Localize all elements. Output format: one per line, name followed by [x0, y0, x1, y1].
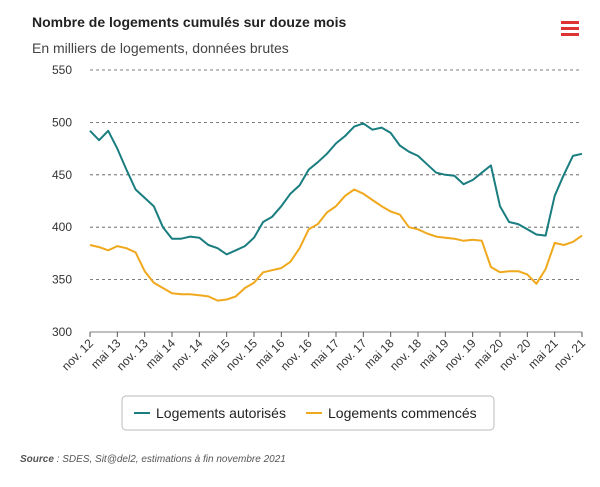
- x-tick-label: nov. 17: [332, 336, 369, 373]
- menu-bar[interactable]: [561, 21, 579, 24]
- source: Source : SDES, Sit@del2, estimations à f…: [20, 454, 286, 465]
- source-label: Source: [20, 454, 54, 465]
- chart-title: Nombre de logements cumulés sur douze mo…: [32, 14, 347, 30]
- y-tick-label: 350: [52, 273, 72, 287]
- x-tick-label: nov. 14: [168, 336, 205, 373]
- y-tick-label: 550: [52, 63, 72, 77]
- menu-icon[interactable]: [561, 21, 579, 36]
- y-tick-label: 300: [52, 325, 72, 339]
- chart-subtitle: En milliers de logements, données brutes: [32, 40, 289, 56]
- legend-label: Logements commencés: [328, 405, 477, 421]
- menu-bar[interactable]: [561, 33, 579, 36]
- x-tick-label: nov. 19: [442, 336, 479, 373]
- legend-label: Logements autorisés: [156, 405, 286, 421]
- x-tick-label: nov. 20: [496, 336, 533, 373]
- series-line: [89, 122, 583, 256]
- x-tick-label: nov. 18: [387, 336, 424, 373]
- y-tick-label: 450: [52, 168, 72, 182]
- y-tick-label: 500: [52, 115, 72, 129]
- series-line: [89, 188, 583, 302]
- menu-bar[interactable]: [561, 27, 579, 30]
- y-tick-label: 400: [52, 220, 72, 234]
- x-tick-label: nov. 13: [114, 336, 151, 373]
- source-text: : SDES, Sit@del2, estimations à fin nove…: [54, 454, 286, 465]
- x-tick-label: nov. 15: [223, 336, 260, 373]
- x-tick-label: nov. 12: [59, 336, 96, 373]
- x-tick-label: nov. 21: [551, 336, 588, 373]
- x-tick-label: nov. 16: [278, 336, 315, 373]
